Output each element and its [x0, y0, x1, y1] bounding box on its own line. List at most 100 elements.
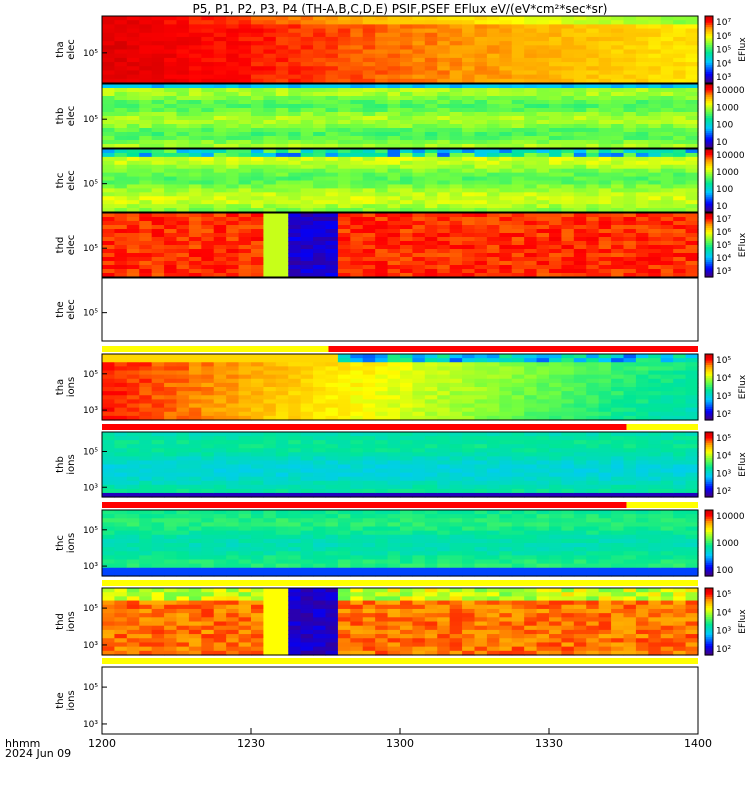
spectrogram-cell: [561, 92, 575, 97]
spectrogram-cell: [486, 149, 500, 154]
spectrogram-cell: [586, 370, 600, 376]
spectrogram-cell: [561, 480, 575, 486]
spectrogram-cell: [387, 176, 401, 182]
spectrogram-cell: [337, 237, 351, 242]
spectrogram-cell: [126, 538, 140, 544]
spectrogram-cell: [226, 269, 240, 274]
spectrogram-cell: [412, 253, 426, 258]
colorbar-cell: [705, 65, 713, 68]
spectrogram-cell: [176, 464, 190, 470]
spectrogram-cell: [635, 217, 649, 222]
spectrogram-cell: [176, 559, 190, 565]
spectrogram-cell: [337, 387, 351, 392]
spectrogram-cell: [462, 149, 476, 154]
spectrogram-cell: [412, 456, 426, 462]
spectrogram-cell: [226, 464, 240, 470]
spectrogram-cell: [486, 78, 500, 84]
spectrogram-cell: [673, 444, 687, 449]
spectrogram-cell: [623, 464, 637, 470]
spectrogram-cell: [635, 200, 649, 205]
spectrogram-cell: [201, 415, 215, 421]
spectrogram-cell: [164, 196, 178, 201]
spectrogram-cell: [623, 452, 637, 457]
spectrogram-cell: [350, 480, 364, 486]
spectrogram-cell: [635, 36, 649, 42]
spectrogram-cell: [573, 366, 587, 372]
spectrogram-cell: [611, 20, 625, 25]
spectrogram-cell: [536, 144, 550, 149]
spectrogram-cell: [561, 70, 575, 76]
spectrogram-cell: [449, 78, 463, 84]
spectrogram-cell: [350, 112, 364, 117]
spectrogram-cell: [648, 184, 662, 189]
spectrogram-cell: [176, 476, 190, 482]
spectrogram-cell: [126, 374, 140, 380]
colorbar-cell: [705, 400, 713, 403]
spectrogram-cell: [598, 57, 612, 63]
spectrogram-cell: [263, 112, 277, 117]
spectrogram-cell: [114, 180, 128, 186]
spectrogram-cell: [375, 70, 389, 76]
spectrogram-cell: [151, 563, 165, 569]
spectrogram-cell: [660, 74, 674, 80]
spectrogram-cell: [164, 432, 178, 437]
colorbar-cell: [705, 51, 713, 55]
colorbar-cell: [705, 449, 713, 453]
spectrogram-cell: [424, 387, 438, 392]
spectrogram-cell: [437, 140, 451, 145]
spectrogram-cell: [325, 456, 339, 462]
spectrogram-cell: [288, 217, 302, 222]
spectrogram-cell: [400, 460, 414, 466]
spectrogram-cell: [499, 132, 513, 137]
colorbar-cell: [705, 191, 713, 194]
spectrogram-cell: [648, 24, 662, 30]
spectrogram-cell: [623, 460, 637, 466]
spectrogram-cell: [350, 415, 364, 421]
spectrogram-cell: [114, 407, 128, 413]
spectrogram-cell: [114, 468, 128, 474]
spectrogram-cell: [623, 78, 637, 84]
spectrogram-cell: [536, 172, 550, 178]
spectrogram-cell: [573, 456, 587, 462]
spectrogram-cell: [549, 176, 563, 182]
spectrogram-cell: [623, 128, 637, 133]
spectrogram-cell: [499, 160, 513, 166]
spectrogram-cell: [275, 172, 289, 178]
spectrogram-cell: [350, 273, 364, 278]
colorbar-tick-label: 10³: [716, 73, 731, 83]
spectrogram-cell: [400, 152, 414, 158]
spectrogram-cell: [226, 192, 240, 197]
spectrogram-cell: [102, 221, 116, 226]
spectrogram-cell: [300, 370, 314, 376]
spectrogram-cell: [499, 66, 513, 72]
spectrogram-cell: [412, 237, 426, 242]
colorbar-frame: [704, 353, 714, 421]
spectrogram-cell: [375, 128, 389, 133]
spectrogram-cell: [573, 460, 587, 466]
spectrogram-cell: [449, 136, 463, 141]
spectrogram-cell: [176, 49, 190, 55]
spectrogram-cell: [300, 168, 314, 174]
spectrogram-cell: [201, 172, 215, 178]
spectrogram-cell: [474, 62, 488, 67]
spectrogram-cell: [263, 436, 277, 441]
spectrogram-cell: [213, 172, 227, 178]
spectrogram-cell: [263, 160, 277, 166]
spectrogram-cell: [251, 84, 265, 89]
colorbar-cell: [705, 436, 713, 440]
spectrogram-cell: [611, 213, 625, 218]
spectrogram-cell: [685, 66, 699, 72]
spectrogram-cell: [102, 36, 116, 42]
spectrogram-cell: [139, 217, 153, 222]
spectrogram-cell: [337, 28, 351, 34]
spectrogram-cell: [635, 152, 649, 158]
spectrogram-cell: [275, 358, 289, 363]
spectrogram-cell: [511, 269, 525, 274]
spectrogram-cell: [437, 208, 451, 213]
spectrogram-cell: [387, 66, 401, 72]
spectrogram-cell: [251, 124, 265, 129]
spectrogram-cell: [251, 136, 265, 141]
spectrogram-cell: [139, 547, 153, 552]
spectrogram-cell: [611, 152, 625, 158]
spectrogram-cell: [300, 399, 314, 405]
